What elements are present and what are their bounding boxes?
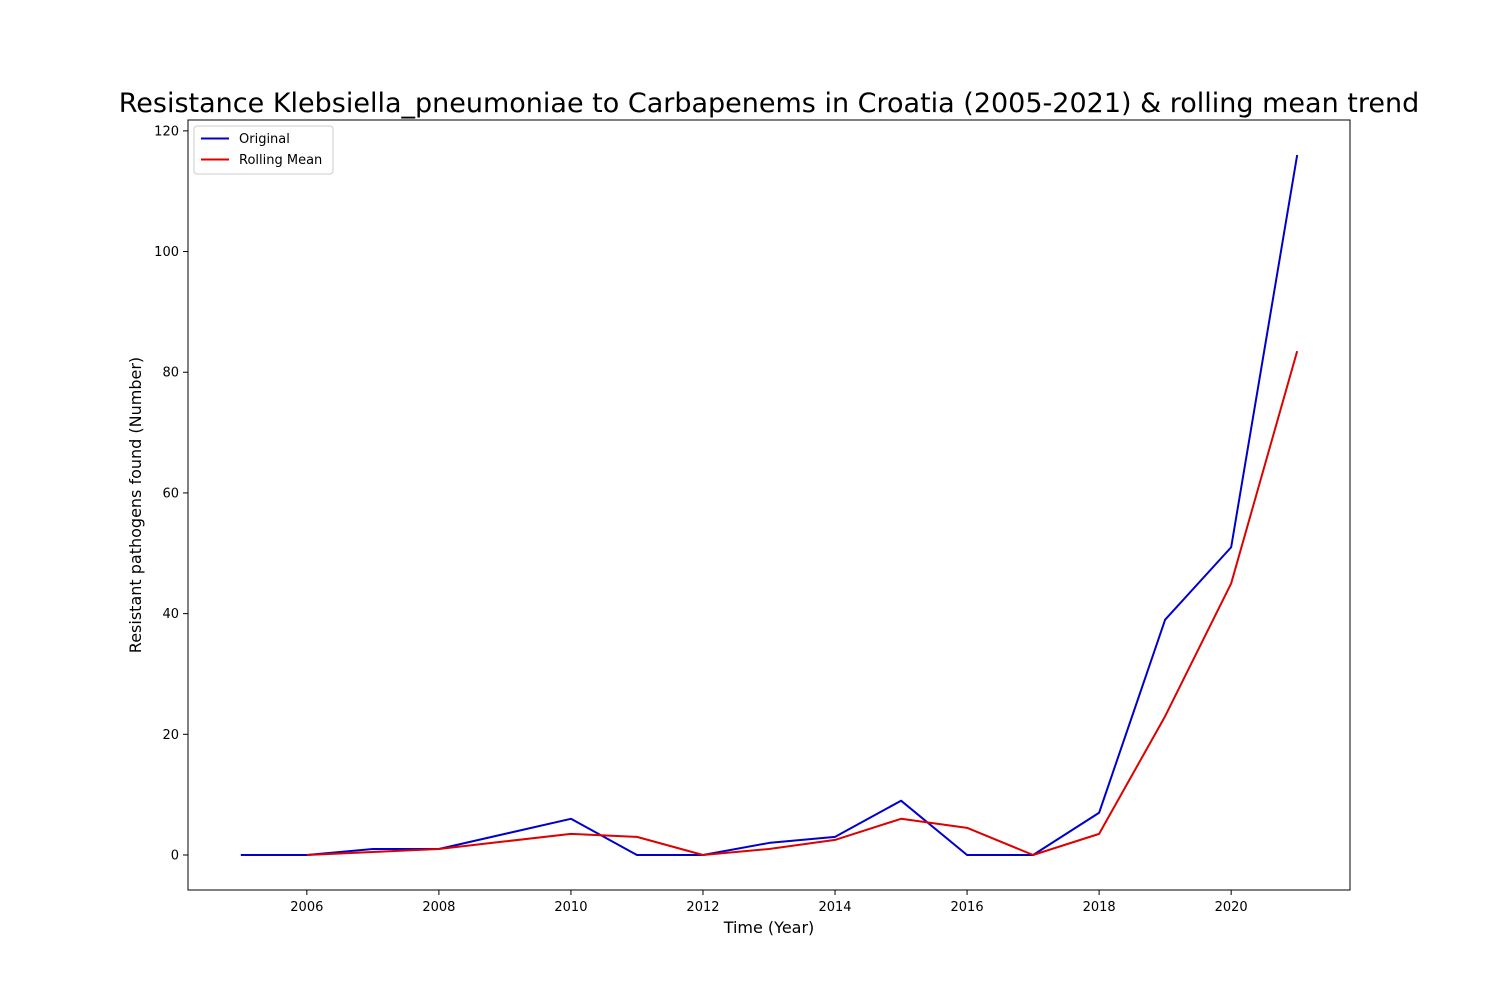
x-tick-label: 2014 [818, 900, 851, 915]
y-tick-label: 40 [162, 607, 179, 622]
y-tick-label: 120 [154, 124, 179, 139]
y-tick-label: 100 [154, 245, 179, 260]
y-tick-label: 20 [162, 728, 179, 743]
plot-area [187, 119, 1351, 891]
x-tick-label: 2012 [686, 900, 719, 915]
legend: Original Rolling Mean [193, 125, 334, 175]
legend-label-original: Original [239, 132, 290, 147]
x-axis: 2006 2008 2010 2012 2014 2016 2018 2020 [290, 890, 1248, 915]
x-axis-label: Time (Year) [723, 918, 815, 937]
series-line-rolling-mean [306, 350, 1299, 856]
legend-label-rolling-mean: Rolling Mean [239, 153, 322, 168]
x-tick-label: 2008 [422, 900, 455, 915]
series-lines [240, 154, 1299, 856]
y-axis: 0 20 40 60 80 100 120 [154, 124, 188, 864]
x-tick-label: 2010 [554, 900, 587, 915]
x-tick-label: 2016 [951, 900, 984, 915]
y-axis-label: Resistant pathogens found (Number) [126, 357, 145, 653]
x-tick-label: 2006 [290, 900, 323, 915]
chart-title: Resistance Klebsiella_pneumoniae to Carb… [119, 88, 1419, 119]
y-tick-label: 60 [162, 486, 179, 501]
y-tick-label: 80 [162, 366, 179, 381]
x-tick-label: 2020 [1215, 900, 1248, 915]
x-tick-label: 2018 [1083, 900, 1116, 915]
series-line-original [240, 154, 1299, 856]
y-tick-label: 0 [171, 849, 179, 864]
